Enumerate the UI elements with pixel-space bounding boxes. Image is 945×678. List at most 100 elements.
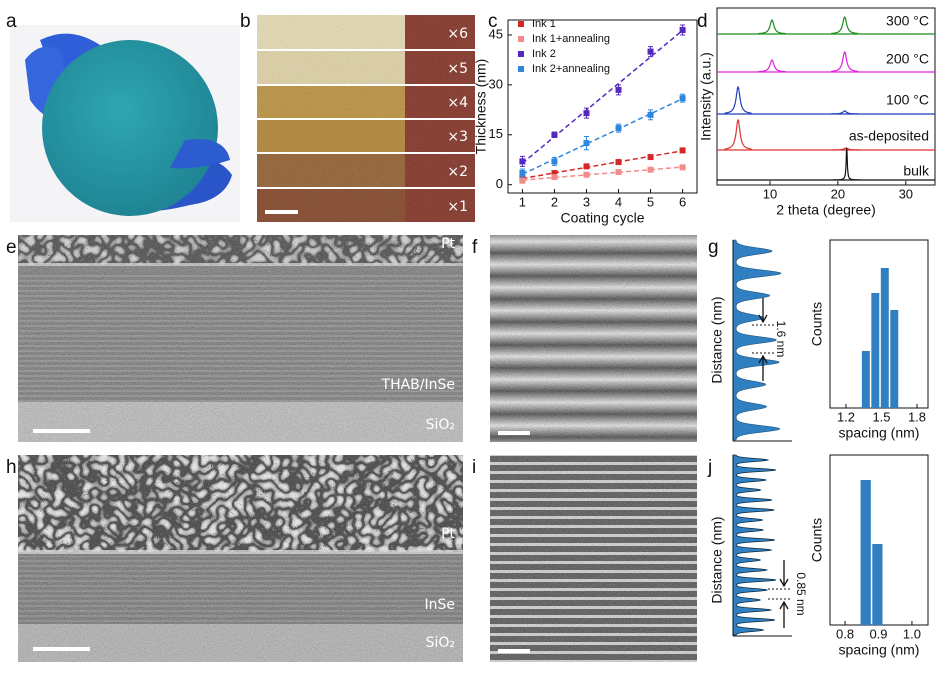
legend-label: Ink 1 bbox=[532, 18, 556, 30]
panel-label: b bbox=[240, 11, 251, 32]
x-tick-label: 1.8 bbox=[908, 409, 926, 424]
marker bbox=[551, 131, 558, 138]
trace-label: bulk bbox=[903, 163, 930, 179]
marker bbox=[519, 170, 526, 177]
panel-label: j bbox=[707, 457, 712, 478]
y-axis-label: Intensity (a.u.) bbox=[698, 52, 714, 141]
hrtem-image-i bbox=[490, 455, 697, 662]
layer-label: ×1 bbox=[447, 199, 468, 215]
x-tick-label: 2 bbox=[551, 194, 558, 209]
bar bbox=[861, 351, 870, 408]
marker bbox=[647, 111, 654, 118]
marker bbox=[551, 174, 558, 181]
bar bbox=[890, 310, 899, 408]
x-tick-label: 6 bbox=[679, 194, 686, 209]
fit-line bbox=[522, 97, 683, 175]
tem-image-e: Pt THAB/InSe SiO₂ bbox=[18, 235, 463, 442]
fit-line bbox=[521, 29, 684, 164]
layer-label: ×3 bbox=[447, 129, 468, 145]
peak bbox=[831, 16, 859, 35]
layer-label: ×4 bbox=[447, 95, 468, 111]
layer-label: THAB/InSe bbox=[381, 377, 455, 393]
legend-label: Ink 1+annealing bbox=[532, 33, 610, 45]
marker bbox=[583, 163, 590, 170]
hrtem-image-f bbox=[490, 235, 697, 442]
tem-image-h: Pt InSe SiO₂ bbox=[18, 455, 463, 662]
marker bbox=[679, 164, 686, 171]
legend-marker bbox=[518, 21, 524, 27]
panel-label: h bbox=[6, 457, 17, 478]
marker bbox=[583, 110, 590, 117]
trace-label: as-deposited bbox=[849, 128, 929, 144]
marker bbox=[519, 177, 526, 184]
fit-line bbox=[522, 150, 683, 180]
trace-label: 300 °C bbox=[886, 13, 929, 29]
optical-layers: ×6 ×5 ×4 ×3 ×2 ×1 bbox=[257, 15, 475, 222]
bar bbox=[880, 268, 889, 408]
x-tick-label: 3 bbox=[583, 194, 590, 209]
layer-label: ×6 bbox=[447, 26, 468, 42]
layer-label: Pt bbox=[441, 526, 455, 542]
panel-label: d bbox=[697, 11, 708, 32]
panel-label: a bbox=[6, 11, 17, 32]
x-axis-label: spacing (nm) bbox=[839, 425, 920, 441]
axis-label: Distance (nm) bbox=[709, 296, 725, 383]
spacing-annotation: 0.85 nm bbox=[794, 572, 808, 615]
x-tick-label: 1.5 bbox=[872, 409, 890, 424]
panel-label: e bbox=[6, 237, 17, 258]
peak bbox=[724, 86, 752, 114]
peak bbox=[831, 51, 859, 72]
y-tick-label: 45 bbox=[489, 26, 503, 41]
scale-bar bbox=[33, 647, 90, 651]
scale-bar bbox=[498, 649, 530, 653]
layer-label: Pt bbox=[441, 236, 455, 252]
x-tick-label: 1.0 bbox=[903, 626, 921, 641]
layer-label: SiO₂ bbox=[426, 417, 455, 433]
panel-label: g bbox=[708, 237, 719, 258]
y-axis-label: Thickness (nm) bbox=[473, 59, 489, 155]
peak bbox=[833, 147, 861, 181]
marker bbox=[615, 169, 622, 176]
legend-label: Ink 2 bbox=[532, 48, 556, 60]
marker bbox=[679, 26, 686, 33]
x-axis-label: spacing (nm) bbox=[839, 642, 920, 658]
y-axis-label: Counts bbox=[809, 518, 825, 562]
spacing-annotation: 1.6 nm bbox=[774, 321, 788, 358]
trace-label: 200 °C bbox=[886, 51, 929, 67]
marker bbox=[647, 166, 654, 173]
intensity-profile-g: 1.6 nm Distance (nm) bbox=[709, 239, 792, 442]
photo-wafer bbox=[10, 25, 240, 222]
x-axis-label: Coating cycle bbox=[560, 210, 644, 226]
plot-frame bbox=[716, 7, 936, 186]
marker bbox=[679, 147, 686, 154]
plot-frame bbox=[507, 19, 698, 194]
peak bbox=[831, 110, 859, 115]
axis-label: Distance (nm) bbox=[709, 516, 725, 603]
marker bbox=[551, 158, 558, 165]
peak bbox=[724, 118, 752, 150]
marker bbox=[615, 125, 622, 132]
marker bbox=[647, 48, 654, 55]
x-tick-label: 20 bbox=[831, 186, 845, 201]
bar bbox=[871, 293, 880, 408]
y-axis-label: Counts bbox=[809, 302, 825, 346]
panel-label: i bbox=[472, 457, 476, 478]
marker bbox=[647, 154, 654, 161]
layer-label: ×2 bbox=[447, 164, 468, 180]
marker bbox=[551, 170, 558, 177]
scale-bar bbox=[33, 429, 90, 433]
x-tick-label: 0.8 bbox=[836, 626, 854, 641]
x-tick-label: 1 bbox=[519, 194, 526, 209]
marker bbox=[519, 158, 526, 165]
x-tick-label: 5 bbox=[647, 194, 654, 209]
peak bbox=[758, 59, 786, 73]
y-tick-label: 30 bbox=[489, 76, 503, 91]
fit-line bbox=[522, 166, 683, 181]
x-axis-label: 2 theta (degree) bbox=[776, 202, 876, 218]
scale-bar bbox=[498, 431, 530, 435]
legend-marker bbox=[518, 36, 524, 42]
x-tick-label: 10 bbox=[763, 186, 777, 201]
y-tick-label: 0 bbox=[496, 176, 503, 191]
panel-label: c bbox=[488, 11, 498, 32]
